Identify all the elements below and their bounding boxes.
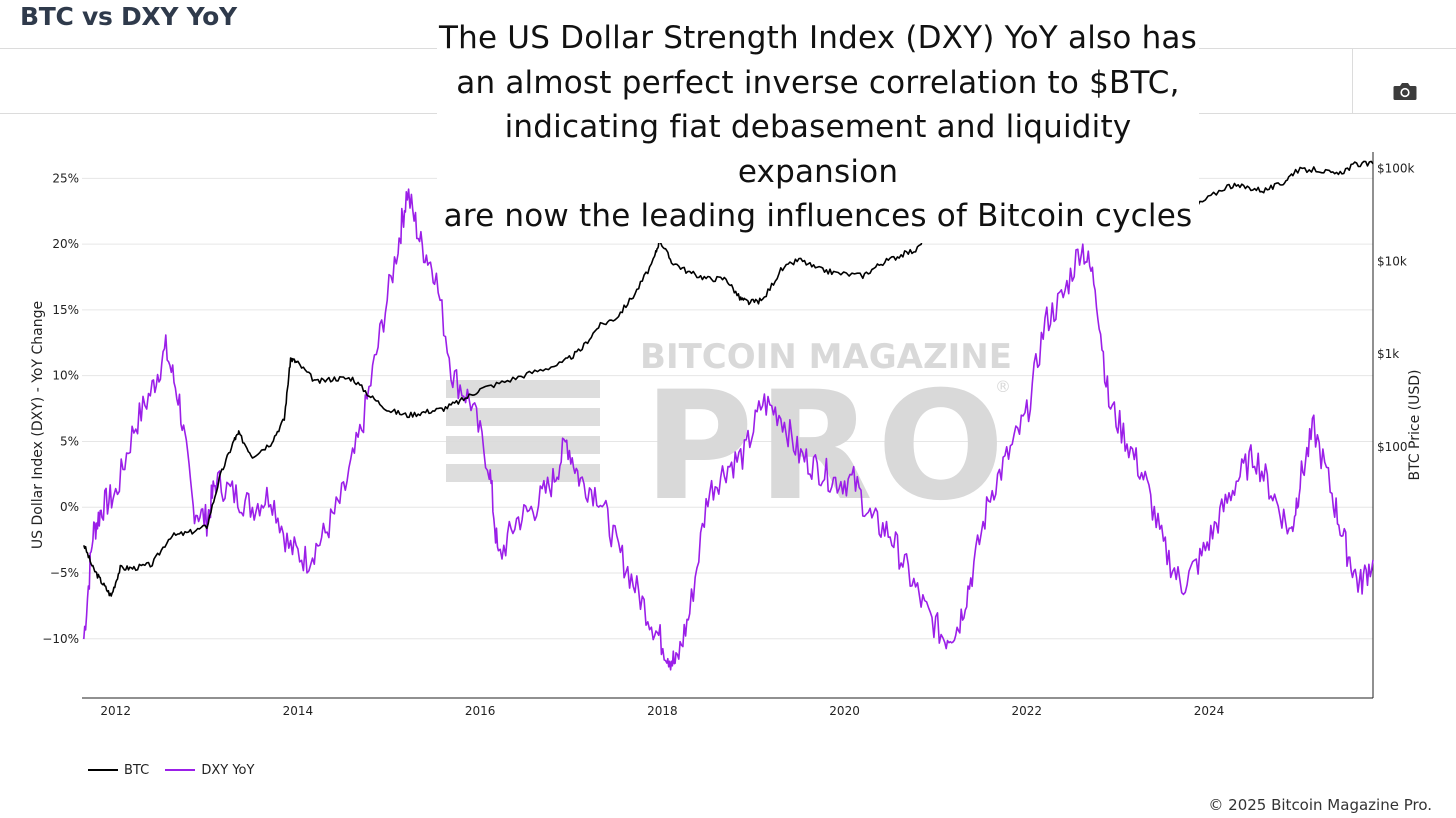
watermark-pro-text: PRO — [644, 360, 1009, 534]
y-right-tick-label: $100 — [1377, 440, 1408, 454]
x-tick-label: 2016 — [465, 704, 496, 718]
legend: BTC DXY YoY — [88, 760, 266, 778]
watermark-logo-bar — [446, 380, 600, 398]
y-left-axis-title: US Dollar Index (DXY) - YoY Change — [30, 301, 46, 549]
page-title: BTC vs DXY YoY — [20, 2, 237, 31]
legend-label-dxy: DXY YoY — [201, 762, 255, 778]
legend-label-btc: BTC — [124, 762, 150, 778]
toolbar-divider — [1352, 49, 1353, 113]
legend-item-btc[interactable]: BTC — [88, 763, 149, 778]
y-right-tick-label: $1k — [1377, 347, 1399, 361]
watermark-logo-bar — [446, 464, 600, 482]
legend-swatch-dxy — [165, 769, 196, 771]
y-right-tick-label: $10k — [1377, 254, 1407, 268]
copyright-footer: © 2025 Bitcoin Magazine Pro. — [1208, 796, 1432, 814]
x-tick-label: 2018 — [647, 704, 678, 718]
y-left-tick-label: 0% — [60, 500, 79, 514]
y-left-tick-label: 20% — [52, 237, 79, 251]
x-tick-label: 2022 — [1012, 704, 1043, 718]
watermark-logo-bar — [446, 408, 600, 426]
x-tick-label: 2020 — [829, 704, 860, 718]
x-tick-label: 2024 — [1194, 704, 1225, 718]
legend-swatch-btc — [88, 769, 118, 771]
watermark-logo-icon — [446, 380, 600, 482]
legend-item-dxy[interactable]: DXY YoY — [165, 763, 254, 778]
watermark-registered-mark: ® — [995, 377, 1011, 396]
watermark-brand-text: BITCOIN MAGAZINE — [640, 337, 1012, 377]
annotation-caption: The US Dollar Strength Index (DXY) YoY a… — [437, 14, 1199, 243]
y-right-axis-title: BTC Price (USD) — [1407, 369, 1423, 480]
y-right-tick-label: $100k — [1377, 161, 1415, 175]
camera-icon[interactable] — [1392, 80, 1418, 102]
watermark-logo-bar — [446, 436, 600, 454]
x-tick-label: 2014 — [283, 704, 314, 718]
x-tick-label: 2012 — [100, 704, 131, 718]
y-left-tick-label: 25% — [52, 171, 79, 185]
y-left-tick-label: 10% — [52, 369, 79, 383]
y-left-tick-label: 5% — [60, 434, 79, 448]
series-line-dxy-yoy — [83, 188, 1374, 671]
y-left-tick-label: 15% — [52, 303, 79, 317]
y-left-tick-label: −5% — [50, 566, 79, 580]
caption-line-2: an almost perfect inverse correlation to… — [456, 64, 1180, 101]
caption-line-1: The US Dollar Strength Index (DXY) YoY a… — [439, 20, 1197, 56]
caption-line-3: indicating fiat debasement and liquidity… — [504, 109, 1132, 190]
y-left-tick-label: −10% — [42, 632, 79, 646]
caption-line-4: are now the leading influences of Bitcoi… — [443, 198, 1193, 234]
